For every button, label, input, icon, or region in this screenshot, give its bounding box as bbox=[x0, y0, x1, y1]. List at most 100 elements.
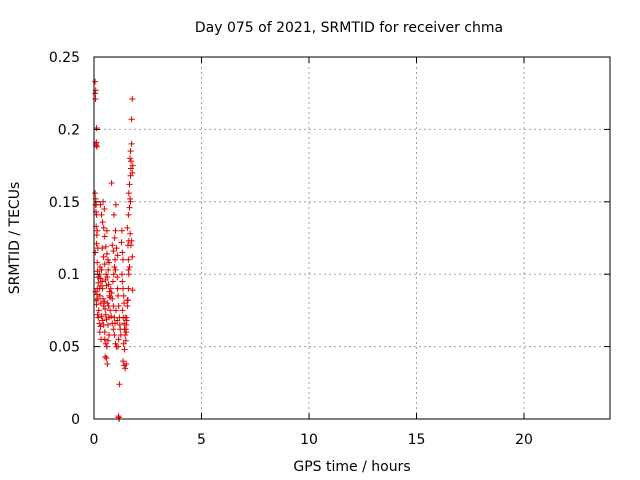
x-axis-label: GPS time / hours bbox=[293, 459, 410, 475]
data-point bbox=[129, 253, 136, 260]
data-point bbox=[97, 323, 104, 330]
data-point bbox=[120, 292, 127, 299]
data-point bbox=[110, 211, 117, 218]
data-point bbox=[94, 311, 101, 318]
data-point bbox=[103, 250, 110, 257]
data-point bbox=[114, 274, 121, 281]
x-tick-label: 20 bbox=[515, 432, 533, 448]
data-point bbox=[101, 298, 108, 305]
x-tick-label: 5 bbox=[197, 432, 206, 448]
data-point bbox=[110, 248, 117, 255]
data-point bbox=[125, 285, 132, 292]
data-point bbox=[112, 201, 119, 208]
data-point bbox=[93, 301, 100, 308]
data-point bbox=[98, 266, 105, 273]
data-point bbox=[95, 307, 102, 314]
data-point bbox=[101, 261, 108, 268]
data-point bbox=[115, 336, 122, 343]
data-point bbox=[93, 124, 100, 131]
data-point bbox=[92, 249, 99, 256]
data-point bbox=[103, 355, 110, 362]
data-point bbox=[118, 239, 125, 246]
data-point bbox=[94, 291, 101, 298]
data-point bbox=[100, 224, 107, 231]
data-point bbox=[99, 278, 106, 285]
data-point bbox=[98, 313, 105, 320]
data-point bbox=[100, 295, 107, 302]
data-point bbox=[106, 292, 113, 299]
data-point bbox=[95, 279, 102, 286]
data-point bbox=[94, 259, 101, 266]
data-point bbox=[121, 300, 128, 307]
data-point bbox=[107, 285, 114, 292]
data-point bbox=[101, 233, 108, 240]
data-point bbox=[108, 313, 115, 320]
data-point bbox=[112, 307, 119, 314]
data-point bbox=[129, 169, 136, 176]
data-point bbox=[104, 337, 111, 344]
data-point bbox=[95, 314, 102, 321]
data-point bbox=[93, 211, 100, 218]
data-point bbox=[92, 78, 99, 85]
plot-frame bbox=[93, 56, 611, 420]
y-tick-label: 0.25 bbox=[49, 50, 80, 66]
data-point bbox=[116, 381, 123, 388]
axis-ticks bbox=[93, 56, 610, 420]
data-point bbox=[124, 224, 131, 231]
data-point bbox=[104, 321, 111, 328]
data-point bbox=[127, 230, 134, 237]
series-srmtid bbox=[92, 78, 136, 422]
data-point bbox=[120, 358, 127, 365]
data-point bbox=[100, 198, 107, 205]
data-point bbox=[111, 314, 118, 321]
data-point bbox=[112, 266, 119, 273]
data-point bbox=[101, 336, 108, 343]
data-point bbox=[94, 227, 101, 234]
data-point bbox=[103, 282, 110, 289]
data-point bbox=[127, 158, 134, 165]
data-point bbox=[115, 343, 122, 350]
data-point bbox=[92, 95, 99, 102]
data-point bbox=[101, 329, 108, 336]
data-point bbox=[92, 190, 99, 197]
data-point bbox=[115, 413, 122, 420]
data-point bbox=[127, 198, 134, 205]
data-point bbox=[118, 227, 125, 234]
data-point bbox=[104, 300, 111, 307]
data-point bbox=[124, 297, 131, 304]
data-point bbox=[122, 314, 129, 321]
data-point bbox=[111, 332, 118, 339]
data-point bbox=[122, 365, 129, 372]
data-point bbox=[102, 311, 109, 318]
data-point bbox=[102, 276, 109, 283]
data-point bbox=[115, 292, 122, 299]
data-point bbox=[112, 340, 119, 347]
data-point bbox=[94, 245, 101, 252]
data-point bbox=[114, 317, 121, 324]
data-point bbox=[125, 211, 132, 218]
data-point bbox=[119, 307, 126, 314]
data-point bbox=[126, 181, 133, 188]
data-point bbox=[123, 360, 130, 367]
data-point bbox=[119, 278, 126, 285]
data-point bbox=[128, 116, 135, 123]
y-axis-label: SRMTID / TECUs bbox=[7, 182, 23, 295]
data-point bbox=[120, 340, 127, 347]
y-tick-label: 0.2 bbox=[58, 122, 80, 138]
data-point bbox=[94, 143, 101, 150]
data-point bbox=[97, 300, 104, 307]
data-point bbox=[125, 190, 132, 197]
data-point bbox=[106, 259, 113, 266]
data-point bbox=[109, 242, 116, 249]
y-tick-label: 0 bbox=[71, 412, 80, 428]
data-point bbox=[128, 237, 135, 244]
data-point bbox=[119, 249, 126, 256]
y-tick-labels: 0 0.05 0.1 0.15 0.2 0.25 bbox=[49, 50, 80, 428]
data-point bbox=[127, 148, 134, 155]
data-point bbox=[101, 206, 108, 213]
data-point bbox=[104, 360, 111, 367]
data-point bbox=[106, 332, 113, 339]
y-tick-label: 0.1 bbox=[58, 267, 80, 283]
data-point bbox=[121, 346, 128, 353]
data-point bbox=[110, 326, 117, 333]
